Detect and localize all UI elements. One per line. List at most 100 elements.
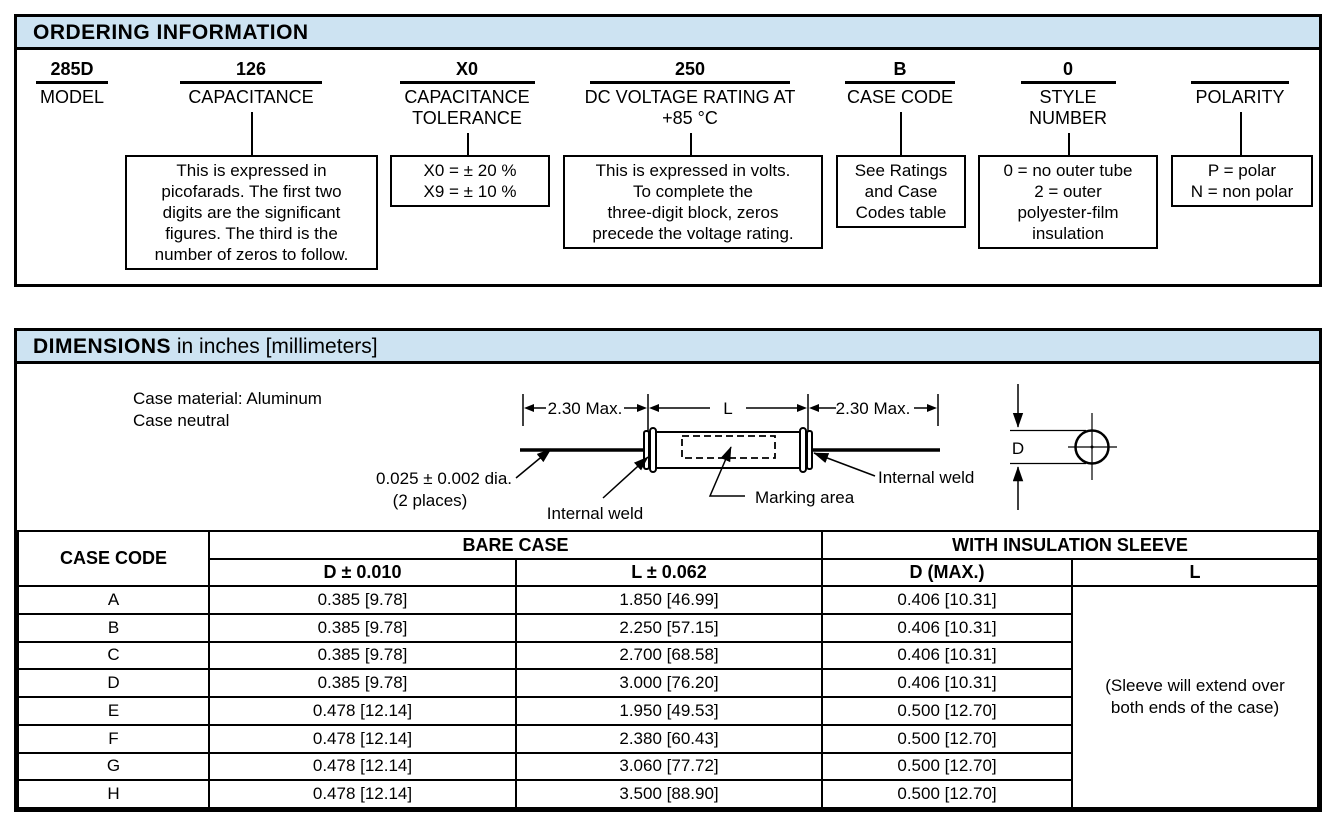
cell-case-code: H <box>17 779 210 809</box>
ordering-col-model: 285D MODEL <box>22 58 122 108</box>
polarity-label: POLARITY <box>1195 87 1285 107</box>
style-code: 0 <box>1062 59 1073 79</box>
cell-d: 0.478 [12.14] <box>208 779 517 809</box>
code-underline <box>1191 81 1289 84</box>
ordering-information-section: ORDERING INFORMATION 285D MODEL 126 CAPA… <box>14 14 1322 287</box>
cell-d-max: 0.500 [12.70] <box>821 779 1074 809</box>
ordering-title: ORDERING INFORMATION <box>33 20 309 44</box>
cell-d: 0.385 [9.78] <box>208 668 517 698</box>
cell-d-max: 0.406 [10.31] <box>821 585 1074 615</box>
capacitor-dimension-diagram: 2.30 Max. L 2.30 Max. 0.025 ± 0.002 dia.… <box>376 384 1117 523</box>
ordering-col-capacitance: 126 CAPACITANCE <box>174 58 328 108</box>
dim-text-bg <box>836 399 914 417</box>
group-header-insulation-sleeve: WITH INSULATION SLEEVE <box>821 530 1319 560</box>
dimension-arrowheads <box>524 404 937 412</box>
cell-l: 1.850 [46.99] <box>514 585 824 615</box>
case-code-label: CASE CODE <box>846 87 954 107</box>
leader-lines <box>515 446 876 499</box>
table-row: A 0.385 [9.78] 1.850 [46.99] 0.406 [10.3… <box>17 585 1319 809</box>
group-header-bare-case: BARE CASE <box>207 530 824 560</box>
capacitance-label: CAPACITANCE <box>188 87 314 107</box>
model-code: 285D <box>50 59 94 79</box>
voltage-label: DC VOLTAGE RATING AT +85 °C <box>584 87 796 128</box>
header-d-max: D (MAX.) <box>821 558 1074 587</box>
cell-case-code: D <box>17 668 210 698</box>
tolerance-label: CAPACITANCE TOLERANCE <box>404 87 530 128</box>
cell-l: 2.700 [68.58] <box>514 640 824 671</box>
table-row: B 0.385 [9.78] 2.250 [57.15] 0.406 [10.3… <box>17 612 1318 643</box>
ordering-col-polarity: POLARITY <box>1188 58 1292 108</box>
polarity-note: P = polar N = non polar <box>1171 155 1313 207</box>
marking-area-label: Marking area <box>755 488 855 507</box>
case-code-note: See Ratings and Case Codes table <box>836 155 966 228</box>
cell-d: 0.478 [12.14] <box>208 751 517 782</box>
cell-case-code: C <box>17 640 210 671</box>
dim-label-length: L <box>723 399 732 418</box>
lead-diameter-label: 0.025 ± 0.002 dia. <box>376 469 512 488</box>
dim-label-left: 2.30 Max. <box>548 399 623 418</box>
code-underline <box>36 81 108 84</box>
style-label: STYLE NUMBER <box>1028 87 1107 128</box>
cell-d: 0.385 [9.78] <box>208 640 517 671</box>
code-underline <box>180 81 322 84</box>
cell-l: 3.000 [76.20] <box>514 668 824 698</box>
cell-l: 3.060 [77.72] <box>514 751 824 782</box>
cell-case-code: G <box>17 751 210 782</box>
header-d-bare: D ± 0.010 <box>208 558 517 587</box>
cell-d-max: 0.500 [12.70] <box>821 696 1074 726</box>
ordering-col-case-code: B CASE CODE <box>838 58 962 108</box>
code-underline <box>590 81 790 84</box>
table-row: G 0.478 [12.14] 3.060 [77.72] 0.500 [12.… <box>17 751 1318 782</box>
end-view: D <box>1010 384 1117 510</box>
cell-d: 0.385 [9.78] <box>208 585 517 615</box>
header-l-sleeve: L <box>1071 558 1319 587</box>
connector-line <box>690 133 692 155</box>
voltage-note: This is expressed in volts. To complete … <box>563 155 823 249</box>
ordering-col-voltage: 250 DC VOLTAGE RATING AT +85 °C <box>580 58 800 129</box>
dimensions-section-header: DIMENSIONS in inches [millimeters] <box>17 331 1319 364</box>
dimensions-title: DIMENSIONS <box>33 334 172 358</box>
code-underline <box>399 81 535 84</box>
connector-line <box>1068 133 1070 155</box>
diameter-dim-label: D <box>1012 439 1024 458</box>
case-code-code: B <box>893 59 907 79</box>
dim-label-right: 2.30 Max. <box>836 399 911 418</box>
internal-weld-left-label: Internal weld <box>547 504 643 523</box>
dim-text-bg <box>710 399 746 417</box>
tolerance-code: X0 <box>455 59 479 79</box>
voltage-code: 250 <box>674 59 706 79</box>
capacitance-code: 126 <box>235 59 267 79</box>
connector-line <box>900 112 902 155</box>
marking-area-rect <box>681 435 776 459</box>
table-row: E 0.478 [12.14] 1.950 [49.53] 0.500 [12.… <box>17 696 1318 726</box>
cell-l: 1.950 [49.53] <box>514 696 824 726</box>
case-dimensions-table: CASE CODE BARE CASE WITH INSULATION SLEE… <box>17 530 1319 809</box>
cell-case-code: B <box>17 612 210 643</box>
header-l-bare: L ± 0.062 <box>514 558 824 587</box>
connector-line <box>1240 112 1242 155</box>
capacitance-note: This is expressed in picofarads. The fir… <box>125 155 378 270</box>
cell-d-max: 0.406 [10.31] <box>821 640 1074 671</box>
dim-text-bg <box>546 399 624 417</box>
cell-d-max: 0.406 [10.31] <box>821 612 1074 643</box>
cell-d: 0.478 [12.14] <box>208 723 517 754</box>
cell-case-code: E <box>17 696 210 726</box>
cell-case-code: A <box>17 585 210 615</box>
polarity-code <box>1188 58 1292 80</box>
cell-d: 0.385 [9.78] <box>208 612 517 643</box>
model-label: MODEL <box>39 87 104 107</box>
code-underline <box>1020 81 1116 84</box>
internal-weld-right-label: Internal weld <box>878 468 974 487</box>
end-view-circle <box>1074 429 1110 465</box>
style-note: 0 = no outer tube 2 = outer polyester-fi… <box>978 155 1158 249</box>
connector-line <box>467 133 469 155</box>
dimensions-title-suffix: in inches [millimeters] <box>171 334 378 358</box>
table-row: F 0.478 [12.14] 2.380 [60.43] 0.500 [12.… <box>17 723 1318 754</box>
ordering-section-header: ORDERING INFORMATION <box>17 17 1319 50</box>
lead-diameter-places-label: (2 places) <box>393 491 468 510</box>
cell-case-code: F <box>17 723 210 754</box>
cell-d-max: 0.500 [12.70] <box>821 723 1074 754</box>
ordering-col-tolerance: X0 CAPACITANCE TOLERANCE <box>390 58 544 129</box>
tolerance-note: X0 = ± 20 % X9 = ± 10 % <box>390 155 550 207</box>
sleeve-note-cell: (Sleeve will extend over both ends of th… <box>1071 585 1319 809</box>
